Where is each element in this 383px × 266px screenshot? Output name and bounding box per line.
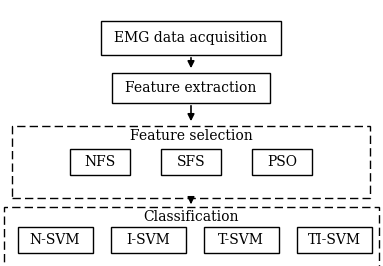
FancyBboxPatch shape [296,227,372,253]
FancyBboxPatch shape [12,126,370,198]
Text: EMG data acquisition: EMG data acquisition [115,31,268,45]
Text: SFS: SFS [177,155,205,169]
Text: TI-SVM: TI-SVM [308,233,360,247]
FancyBboxPatch shape [3,207,378,266]
FancyBboxPatch shape [112,73,270,103]
FancyBboxPatch shape [101,21,281,55]
Text: T-SVM: T-SVM [218,233,264,247]
Text: N-SVM: N-SVM [30,233,80,247]
FancyBboxPatch shape [161,149,221,175]
Text: Feature selection: Feature selection [129,129,252,143]
FancyBboxPatch shape [70,149,130,175]
FancyBboxPatch shape [252,149,312,175]
Text: NFS: NFS [84,155,116,169]
Text: I-SVM: I-SVM [126,233,170,247]
Text: Feature extraction: Feature extraction [125,81,257,95]
FancyBboxPatch shape [18,227,93,253]
FancyBboxPatch shape [203,227,278,253]
FancyBboxPatch shape [111,227,185,253]
Text: PSO: PSO [267,155,297,169]
Text: Classification: Classification [143,210,239,224]
